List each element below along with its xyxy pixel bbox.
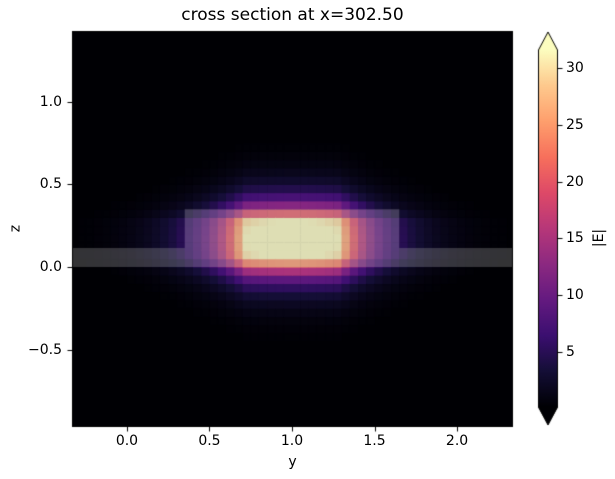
colorbar-tick-label: 25 <box>566 116 584 133</box>
colorbar-tick-label: 20 <box>566 173 584 190</box>
colorbar-tick-label: 15 <box>566 230 584 247</box>
colorbar-tick-label: 5 <box>566 344 575 361</box>
x-tick-label: 1.0 <box>280 433 304 449</box>
x-tick-label: 0.5 <box>198 433 221 449</box>
x-axis-label: y <box>288 454 297 470</box>
plot-title: cross section at x=302.50 <box>181 5 404 25</box>
z-tick-label: −0.5 <box>28 341 62 358</box>
x-tick-label: 2.0 <box>445 433 469 449</box>
colorbar-tick-label: 10 <box>566 287 584 304</box>
x-tick-label: 0.0 <box>115 433 139 449</box>
z-tick-label: 0.5 <box>39 176 62 193</box>
z-tick-label: 1.0 <box>39 93 62 110</box>
colorbar-tick-label: 30 <box>566 60 584 77</box>
y-axis-label: z <box>7 224 24 233</box>
x-tick-label: 1.5 <box>363 433 386 449</box>
z-tick-label: 0.0 <box>39 259 62 275</box>
